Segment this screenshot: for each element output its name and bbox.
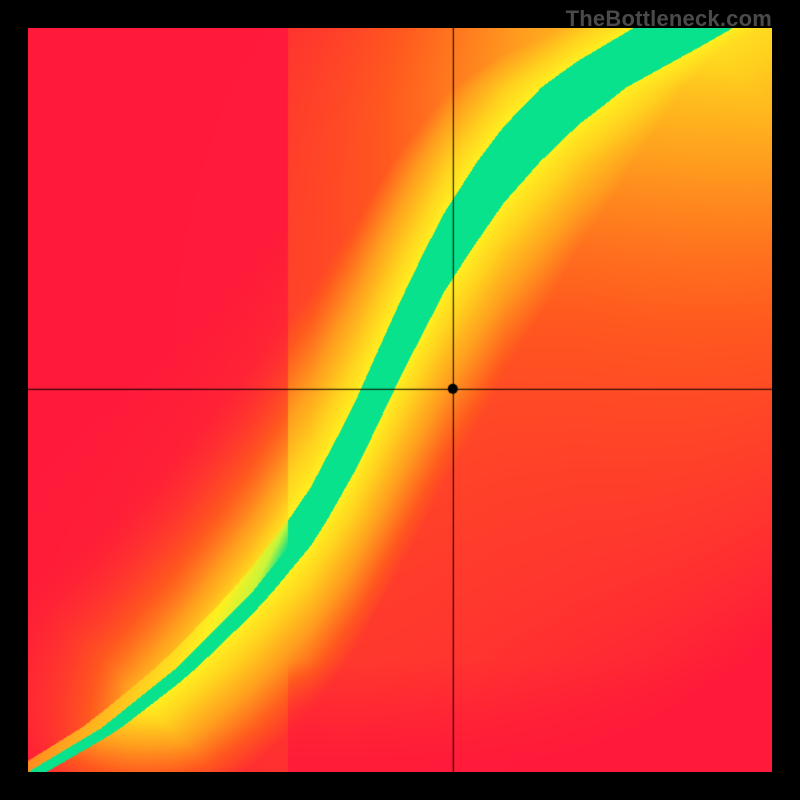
heatmap-canvas	[28, 28, 772, 772]
chart-container: TheBottleneck.com	[0, 0, 800, 800]
